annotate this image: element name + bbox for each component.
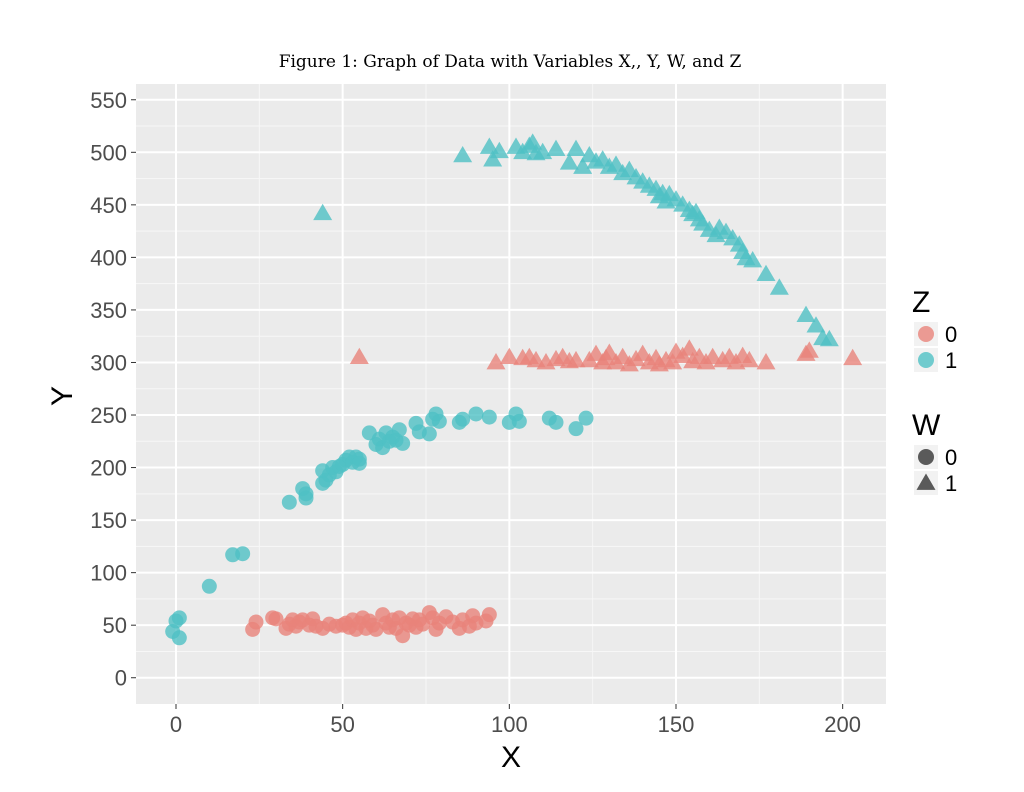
data-point-circle: [298, 490, 314, 506]
x-axis-ticks: 0 50 100 150 200: [170, 704, 861, 737]
y-tick-label: 350: [90, 298, 127, 323]
y-tick-label: 100: [90, 561, 127, 586]
data-point-triangle: [523, 133, 543, 150]
data-point-circle: [548, 414, 564, 430]
legend-label: 1: [945, 471, 957, 496]
data-point-circle: [391, 422, 407, 438]
legend-label: 0: [945, 445, 957, 470]
x-tick-label: 50: [330, 712, 354, 737]
data-point-triangle: [479, 137, 499, 154]
y-tick-label: 550: [90, 88, 127, 113]
data-point-triangle: [806, 316, 826, 333]
data-point-triangle: [769, 278, 789, 295]
plot-panel: [136, 84, 886, 704]
data-point-circle: [578, 410, 594, 426]
data-point-triangle: [546, 139, 566, 156]
y-tick-label: 300: [90, 350, 127, 375]
data-point-circle: [481, 409, 497, 425]
data-point-triangle: [663, 352, 683, 370]
legend-title: Z: [912, 286, 930, 319]
legend-key-circle: [918, 352, 934, 368]
y-tick-label: 250: [90, 403, 127, 428]
data-point-triangle: [489, 141, 509, 159]
legend-title: W: [912, 409, 941, 442]
data-point-circle: [268, 611, 284, 627]
data-point-triangle: [573, 157, 593, 174]
data-point-circle: [568, 421, 584, 437]
data-point-triangle: [843, 348, 863, 366]
legend-label: 0: [945, 322, 957, 347]
data-point-triangle: [349, 347, 369, 365]
x-tick-label: 0: [170, 712, 182, 737]
y-tick-label: 450: [90, 193, 127, 218]
data-points: [165, 133, 863, 646]
data-point-triangle: [599, 343, 619, 360]
data-point-triangle: [313, 203, 333, 221]
data-point-triangle: [799, 341, 819, 358]
data-point-triangle: [743, 251, 763, 268]
data-point-triangle: [756, 352, 776, 370]
data-point-circle: [351, 455, 367, 471]
data-point-circle: [171, 610, 187, 626]
data-point-circle: [431, 413, 447, 429]
data-point-circle: [395, 435, 411, 451]
data-point-triangle: [739, 350, 759, 368]
data-point-triangle: [453, 145, 473, 163]
data-point-triangle: [483, 150, 503, 167]
x-tick-label: 100: [491, 712, 528, 737]
data-point-triangle: [566, 139, 586, 156]
y-axis-ticks: 0 50 100 150 200 250 300 350 400 450 500 550: [90, 88, 136, 691]
data-point-triangle: [499, 347, 519, 365]
data-point-triangle: [566, 350, 586, 368]
data-point-triangle: [486, 352, 506, 370]
data-point-triangle: [796, 305, 816, 323]
x-tick-label: 200: [824, 712, 861, 737]
data-point-triangle: [679, 339, 699, 356]
data-point-circle: [281, 494, 297, 510]
y-tick-label: 500: [90, 140, 127, 165]
y-tick-label: 50: [103, 613, 127, 638]
data-point-circle: [511, 413, 527, 429]
y-tick-label: 0: [115, 666, 127, 691]
figure-caption: Figure 1: Graph of Data with Variables X…: [279, 52, 742, 72]
y-tick-label: 400: [90, 245, 127, 270]
y-tick-label: 150: [90, 508, 127, 533]
data-point-circle: [468, 406, 484, 422]
data-point-circle: [421, 426, 437, 442]
data-point-circle: [235, 546, 251, 562]
data-point-circle: [248, 614, 264, 630]
legend-key-triangle: [916, 473, 936, 490]
y-axis-title: Y: [46, 386, 79, 406]
data-point-circle: [481, 607, 497, 623]
legend-key-circle: [918, 449, 934, 465]
data-point-triangle: [559, 153, 579, 170]
data-point-circle: [201, 578, 217, 594]
data-point-circle: [455, 411, 471, 427]
legend-key-circle: [918, 326, 934, 342]
data-point-circle: [171, 630, 187, 646]
data-point-triangle: [819, 329, 839, 347]
x-axis-title: X: [501, 741, 521, 774]
y-tick-label: 200: [90, 456, 127, 481]
data-point-triangle: [756, 264, 776, 282]
x-tick-label: 150: [658, 712, 695, 737]
legend-label: 1: [945, 348, 957, 373]
